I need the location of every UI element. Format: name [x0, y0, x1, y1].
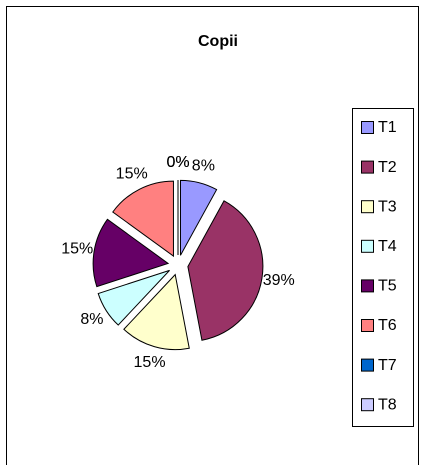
- pie-slice: [187, 200, 264, 341]
- data-label: 8%: [80, 311, 103, 328]
- legend-label: T8: [378, 396, 397, 413]
- pie-slice: [179, 179, 218, 256]
- data-label: 8%: [192, 157, 215, 174]
- legend-swatch: [361, 121, 374, 134]
- legend-label: T3: [378, 198, 397, 215]
- data-label: 15%: [61, 240, 93, 257]
- legend-swatch: [361, 200, 374, 214]
- legend-swatch: [361, 160, 374, 174]
- legend-label: T6: [378, 317, 397, 334]
- chart-title: Copii: [198, 33, 238, 50]
- legend-label: T2: [378, 159, 397, 176]
- legend-label: T5: [378, 278, 397, 295]
- legend-label: T7: [378, 357, 397, 374]
- data-label: 0%: [166, 154, 189, 171]
- pie-slice: [92, 218, 170, 288]
- pie-slice: [97, 269, 170, 326]
- data-label: 39%: [263, 272, 295, 289]
- pie-slice: [112, 180, 174, 258]
- legend-swatch: [361, 358, 374, 372]
- pie-slice: [123, 273, 190, 351]
- legend-swatch: [361, 239, 374, 253]
- legend-box: [352, 108, 414, 427]
- data-label: 15%: [116, 165, 148, 182]
- legend-swatch: [361, 279, 374, 293]
- legend-label: T1: [378, 119, 397, 136]
- legend-swatch: [361, 319, 374, 332]
- legend-swatch: [361, 398, 374, 412]
- data-label: 15%: [134, 354, 166, 371]
- data-label: 0%: [166, 154, 189, 171]
- legend-label: T4: [378, 238, 397, 255]
